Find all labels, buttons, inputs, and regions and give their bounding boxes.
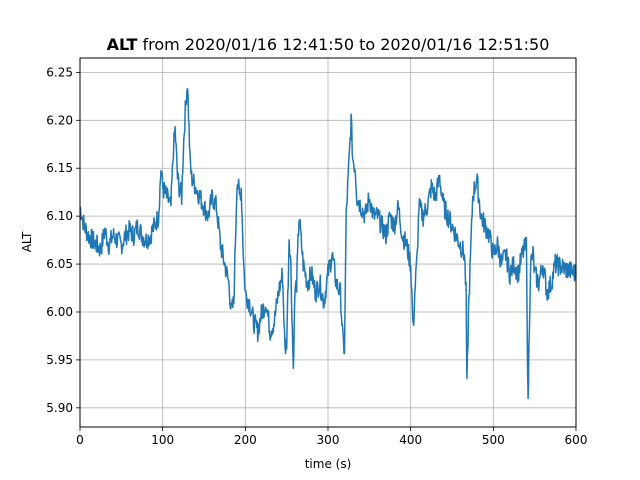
series-line-alt bbox=[79, 87, 577, 400]
y-tick-label: 6.25 bbox=[46, 65, 73, 79]
x-tick-label: 400 bbox=[399, 433, 422, 447]
chart-title: ALT from 2020/01/16 12:41:50 to 2020/01/… bbox=[107, 35, 550, 54]
y-tick-label: 6.10 bbox=[46, 209, 73, 223]
x-tick-label: 100 bbox=[151, 433, 174, 447]
chart-title-rest: from 2020/01/16 12:41:50 to 2020/01/16 1… bbox=[137, 35, 549, 54]
x-tick-label: 200 bbox=[234, 433, 257, 447]
x-tick-label: 0 bbox=[76, 433, 84, 447]
x-axis-ticks: 0 100 200 300 400 500 600 bbox=[76, 427, 587, 447]
y-tick-label: 6.20 bbox=[46, 113, 73, 127]
x-tick-label: 300 bbox=[317, 433, 340, 447]
y-tick-label: 5.90 bbox=[46, 401, 73, 415]
y-tick-label: 6.05 bbox=[46, 257, 73, 271]
y-axis-ticks: 5.90 5.95 6.00 6.05 6.10 6.15 6.20 6.25 bbox=[46, 65, 80, 415]
x-tick-label: 600 bbox=[565, 433, 588, 447]
axes-frame bbox=[79, 57, 577, 428]
x-tick-label: 500 bbox=[482, 433, 505, 447]
y-tick-label: 6.15 bbox=[46, 161, 73, 175]
y-tick-label: 6.00 bbox=[46, 305, 73, 319]
plot-area bbox=[79, 87, 577, 400]
x-axis-label: time (s) bbox=[305, 457, 352, 471]
y-tick-label: 5.95 bbox=[46, 353, 73, 367]
chart-title-bold: ALT bbox=[107, 35, 138, 54]
y-axis-label: ALT bbox=[20, 231, 34, 252]
